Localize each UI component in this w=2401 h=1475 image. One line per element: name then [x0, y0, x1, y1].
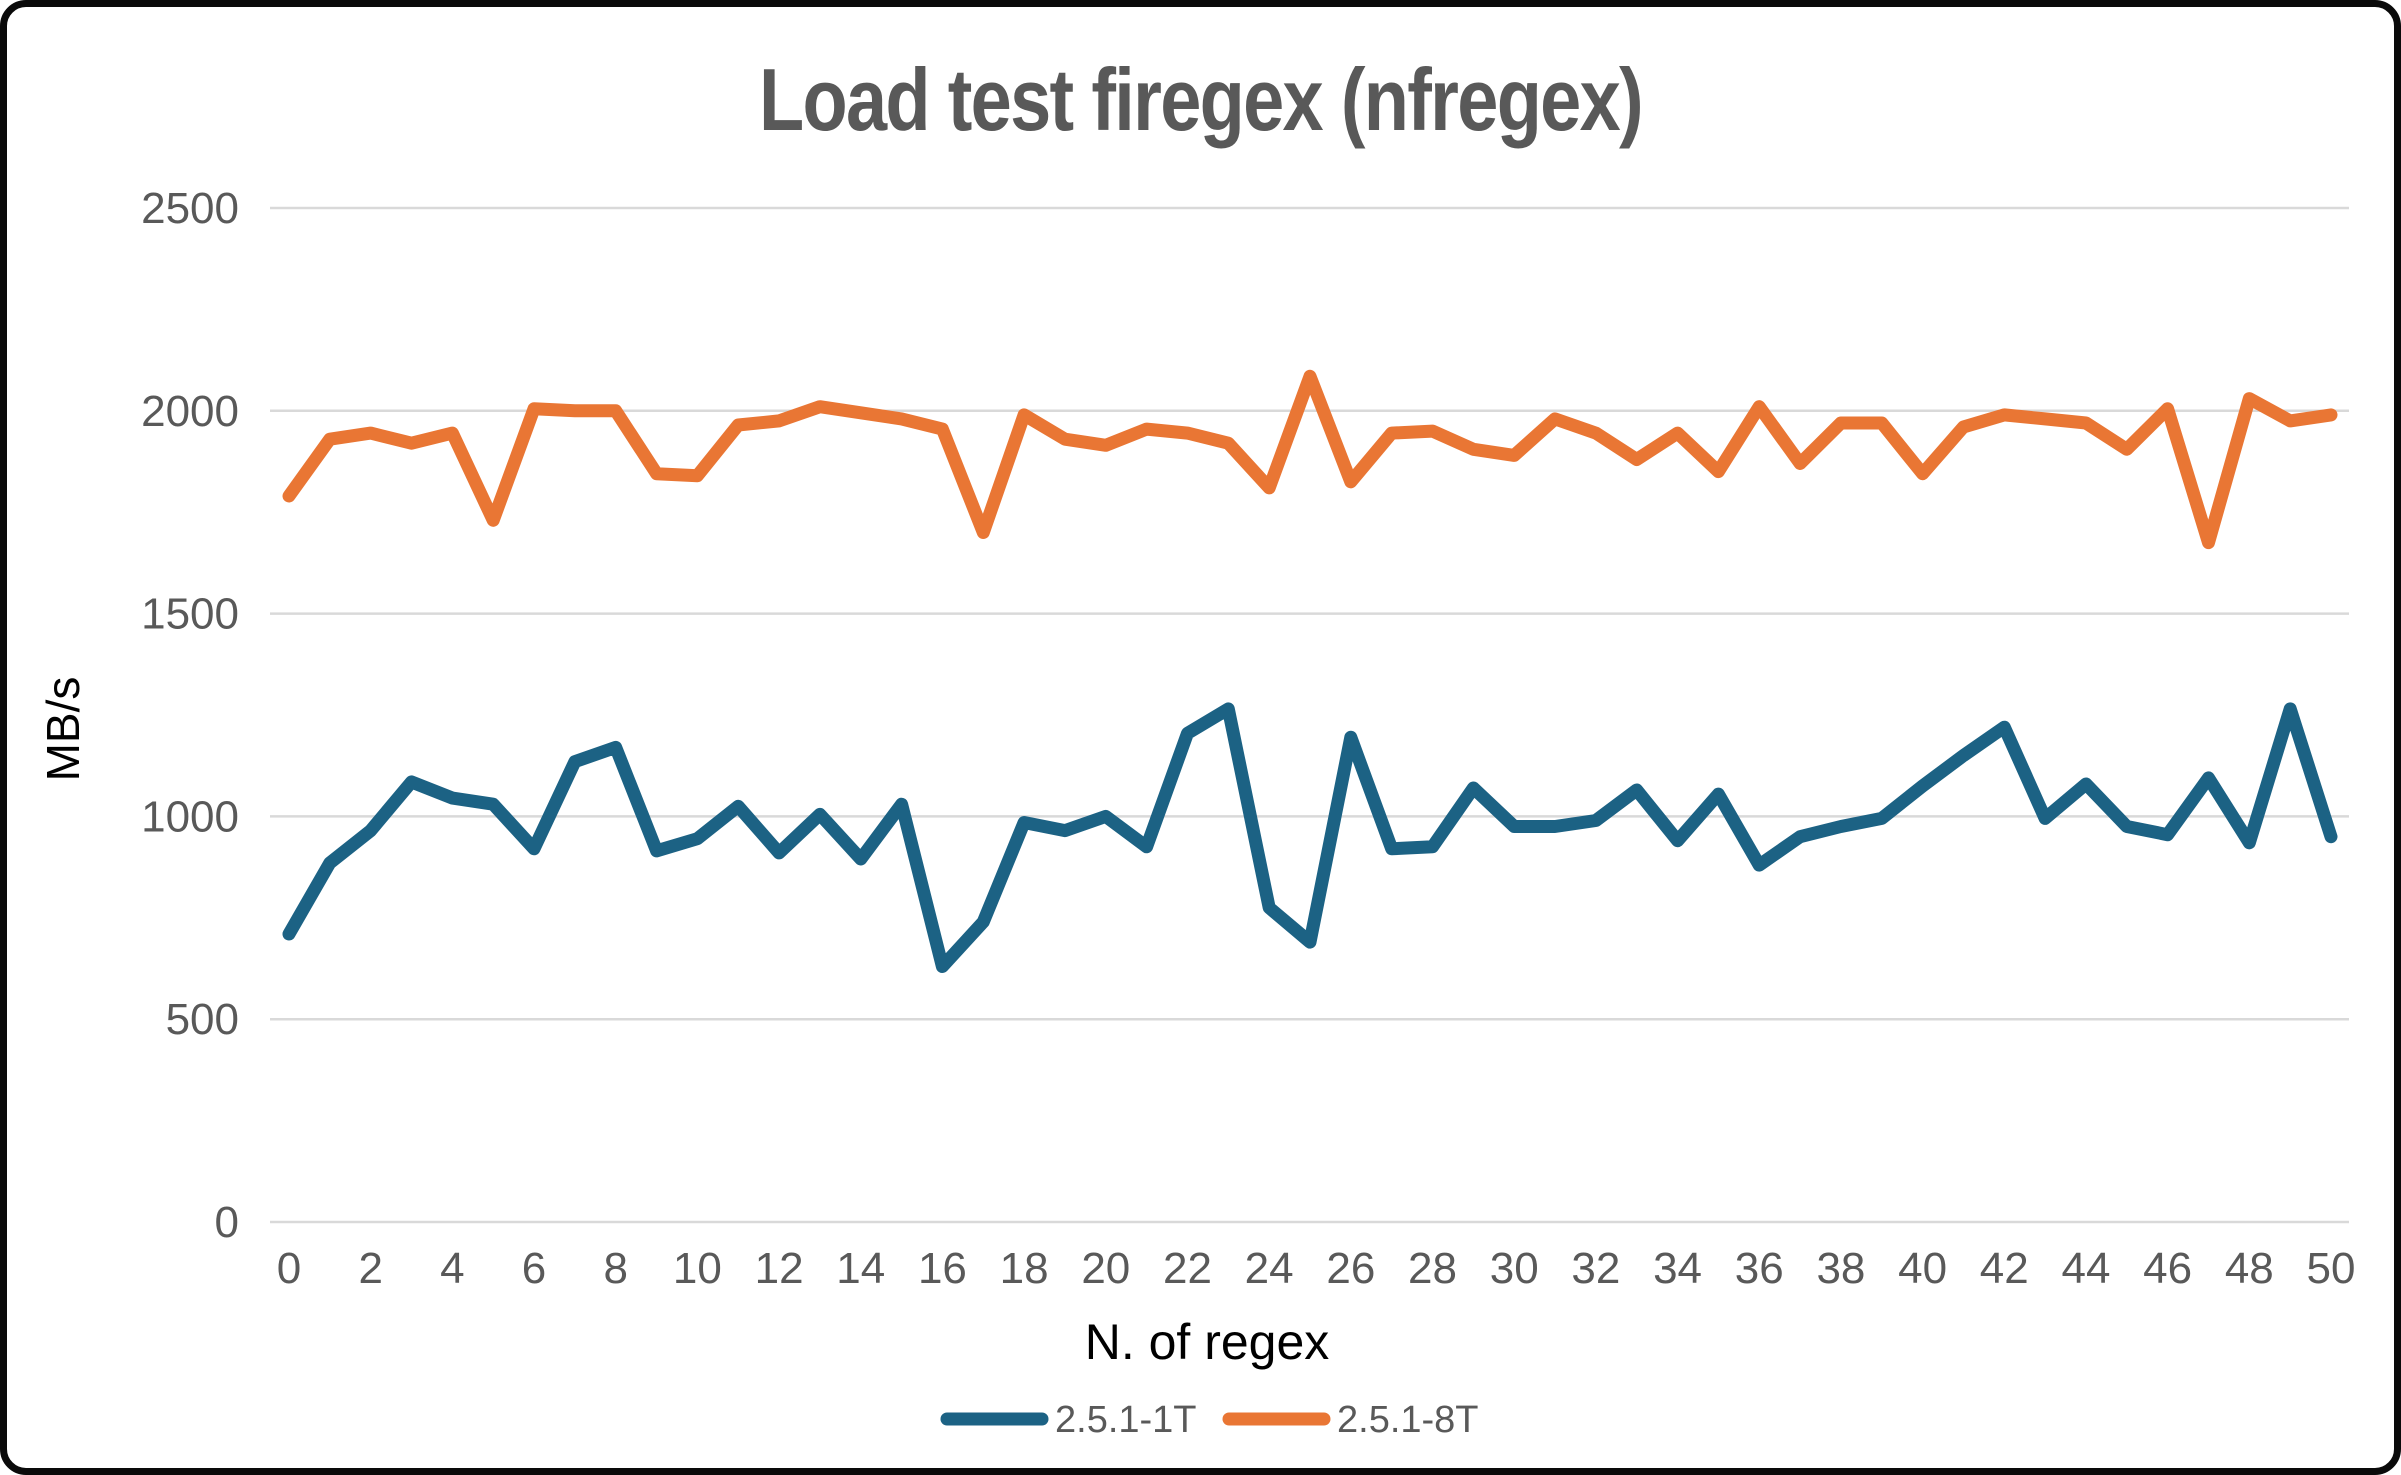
x-tick-label: 4 — [440, 1244, 464, 1293]
x-tick-label: 16 — [918, 1244, 967, 1293]
x-tick-label: 22 — [1163, 1244, 1212, 1293]
x-tick-label: 38 — [1816, 1244, 1865, 1293]
y-axis-title: MB/s — [37, 677, 89, 782]
x-tick-label: 8 — [603, 1244, 627, 1293]
x-tick-label: 30 — [1490, 1244, 1539, 1293]
x-tick-label: 18 — [1000, 1244, 1049, 1293]
y-tick-label: 500 — [166, 995, 239, 1044]
x-tick-label: 46 — [2143, 1244, 2192, 1293]
y-tick-label: 0 — [215, 1198, 239, 1247]
x-tick-label: 48 — [2225, 1244, 2274, 1293]
x-tick-label: 26 — [1326, 1244, 1375, 1293]
x-tick-label: 42 — [1980, 1244, 2029, 1293]
x-tick-label: 20 — [1081, 1244, 1130, 1293]
x-tick-label: 14 — [836, 1244, 885, 1293]
y-tick-label: 2500 — [141, 184, 239, 233]
x-tick-label: 2 — [358, 1244, 382, 1293]
x-tick-label: 10 — [673, 1244, 722, 1293]
y-tick-label: 1500 — [141, 590, 239, 639]
x-tick-label: 12 — [755, 1244, 804, 1293]
x-tick-label: 32 — [1571, 1244, 1620, 1293]
x-axis-title: N. of regex — [1085, 1314, 1330, 1370]
x-tick-label: 28 — [1408, 1244, 1457, 1293]
series-line-2-5-1-1T — [282, 702, 2338, 973]
chart-title: Load test firegex (nfregex) — [759, 50, 1644, 149]
y-tick-label: 1000 — [141, 792, 239, 841]
y-tick-label: 2000 — [141, 387, 239, 436]
series-line-2-5-1-8T — [282, 369, 2338, 550]
x-tick-label: 44 — [2061, 1244, 2110, 1293]
x-tick-label: 0 — [277, 1244, 301, 1293]
x-tick-label: 40 — [1898, 1244, 1947, 1293]
legend-label-2-5-1-1T: 2.5.1-1T — [1055, 1399, 1197, 1441]
x-tick-label: 50 — [2307, 1244, 2356, 1293]
x-tick-label: 24 — [1245, 1244, 1294, 1293]
legend-label-2-5-1-8T: 2.5.1-8T — [1337, 1399, 1479, 1441]
x-tick-label: 34 — [1653, 1244, 1702, 1293]
x-tick-label: 36 — [1735, 1244, 1784, 1293]
x-tick-label: 6 — [522, 1244, 546, 1293]
